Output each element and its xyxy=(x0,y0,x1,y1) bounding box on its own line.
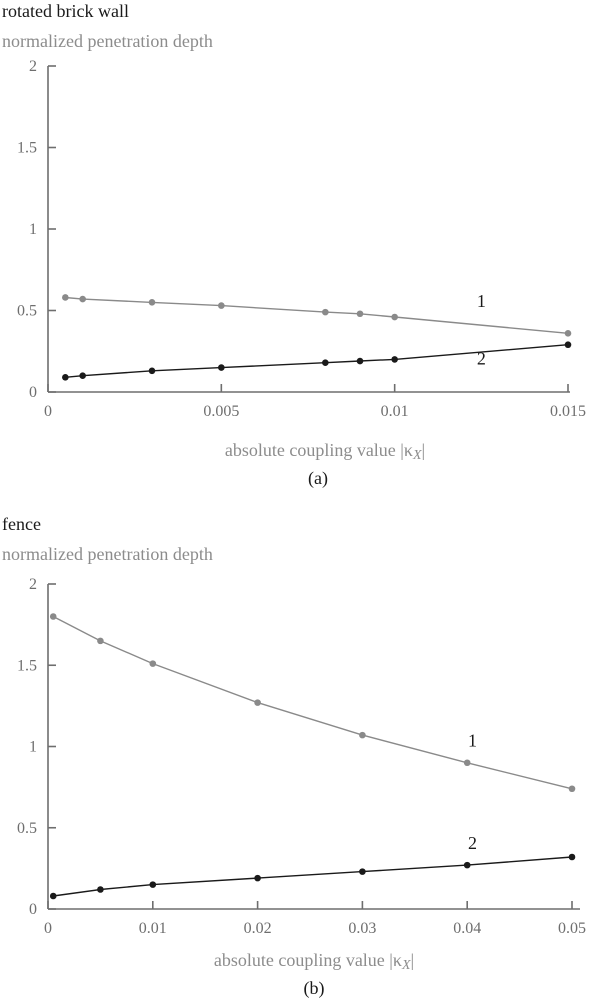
panel-b-caption: (b) xyxy=(304,978,325,999)
panel-a-title: rotated brick wall xyxy=(2,1,129,21)
panel-a-ytick-label: 0.5 xyxy=(17,303,37,320)
panel-b-series-1-line xyxy=(52,615,573,790)
panel-b-series-1-point xyxy=(149,660,157,667)
panel-a-series-2-point xyxy=(391,356,398,363)
panel-a-series-2-point xyxy=(356,357,364,365)
panel-b-series-1-point xyxy=(463,759,471,767)
panel-b-xlabel-main: absolute coupling value |κ xyxy=(214,950,402,970)
panel-a-series-2-point xyxy=(79,372,86,380)
panel-b-xlabel-suffix: | xyxy=(411,950,415,970)
panel-a-xlabel: absolute coupling value |κX| xyxy=(225,440,425,463)
panel-b-series-1-point xyxy=(49,613,57,620)
panel-a-series-2-point xyxy=(218,364,225,371)
panel-a-series-1-point xyxy=(79,295,86,303)
panel-b-series-2-point xyxy=(149,881,157,888)
panel-a-xlabel-suffix: | xyxy=(422,440,426,460)
panel-b-series-2-point xyxy=(49,892,57,900)
panel-a-series-2-point xyxy=(62,374,69,381)
panel-a-ytick-label: 1.5 xyxy=(17,140,37,157)
panel-a-series-2-label: 2 xyxy=(477,348,486,368)
panel-a-series-1-label: 1 xyxy=(477,291,486,311)
panel-b-axes xyxy=(47,584,580,910)
panel-a-series-1-point xyxy=(391,313,398,321)
panel-b-series-1-point xyxy=(254,699,261,706)
panel-a-series-2-point xyxy=(148,367,156,375)
panel-a-caption: (a) xyxy=(308,468,328,489)
panel-a-series-1-line xyxy=(65,296,569,334)
panel-b-xlabel-subscript: X xyxy=(401,958,411,973)
panel-a-plot: 12 xyxy=(62,291,572,381)
panel-a-xlabel-subscript: X xyxy=(412,448,422,463)
panel-a-ytick-label: 2 xyxy=(29,58,37,75)
panel-b-series-2-point xyxy=(254,874,261,882)
panel-b-series-2-line xyxy=(53,856,573,897)
panel-b-xtick-label: 0.05 xyxy=(558,920,586,937)
panel-b-ytick-label: 0 xyxy=(29,901,37,918)
panel-b-series-1-point xyxy=(359,731,366,739)
panel-b-series-1-point xyxy=(568,785,576,793)
panel-b-ticks: 0 0.5 1 1.5 2 0 0.01 0.02 0.03 0.04 0.05 xyxy=(17,576,586,937)
panel-b-series-2-point xyxy=(359,868,366,875)
panel-a-xtick-label: 0.005 xyxy=(203,403,239,420)
panel-b-series-2-point xyxy=(97,886,104,893)
panel-b-ylabel: normalized penetration depth xyxy=(2,544,213,564)
panel-b-ytick-label: 0.5 xyxy=(17,820,37,837)
panel-b-series-1-point xyxy=(97,637,104,645)
panel-a-xlabel-main: absolute coupling value |κ xyxy=(225,440,413,460)
panel-b-ytick-label: 1 xyxy=(29,739,37,756)
panel-b-series-2-label: 2 xyxy=(468,833,477,853)
panel-a-series-1-point xyxy=(564,330,572,337)
panel-b-xtick-label: 0.02 xyxy=(244,920,272,937)
panel-a-series-2-line xyxy=(65,344,569,378)
panel-a-ytick-label: 0 xyxy=(29,384,37,401)
panel-b-xtick-label: 0 xyxy=(44,920,52,937)
panel-a: rotated brick wall normalized penetratio… xyxy=(2,1,586,489)
panel-b-series-1-label: 1 xyxy=(468,731,477,751)
panel-a-series-1-point xyxy=(218,302,225,309)
panel-b-xtick-label: 0.04 xyxy=(453,920,481,937)
panel-a-series-2-point xyxy=(564,341,572,349)
panel-a-series-1-point xyxy=(148,299,156,306)
panel-b-plot: 12 xyxy=(49,613,576,900)
panel-a-xtick-label: 0.01 xyxy=(381,403,409,420)
panel-b-xtick-label: 0.01 xyxy=(139,920,167,937)
panel-b-xlabel: absolute coupling value |κX| xyxy=(214,950,414,973)
panel-a-series-1-point xyxy=(356,310,364,318)
panel-a-xtick-label: 0.015 xyxy=(550,403,586,420)
panel-a-ticks: 0 0.5 1 1.5 2 0 0.005 0.01 0.015 xyxy=(17,58,586,420)
panel-b-title: fence xyxy=(2,514,41,534)
panel-a-series-2-point xyxy=(322,359,329,366)
panel-a-series-1-point xyxy=(62,294,69,301)
panel-b-series-2-point xyxy=(463,861,471,869)
panel-a-axes xyxy=(47,66,570,393)
panel-b-ytick-label: 2 xyxy=(29,576,37,593)
panel-b-ytick-label: 1.5 xyxy=(17,657,37,674)
panel-a-ytick-label: 1 xyxy=(29,221,37,238)
panel-b: fence normalized penetration depth 0 0.5 1… xyxy=(2,514,586,999)
panel-a-xtick-label: 0 xyxy=(44,403,52,420)
panel-b-series-2-point xyxy=(568,853,576,861)
panel-b-xtick-label: 0.03 xyxy=(348,920,376,937)
panel-a-ylabel: normalized penetration depth xyxy=(2,31,213,51)
panel-a-series-1-point xyxy=(322,308,329,316)
